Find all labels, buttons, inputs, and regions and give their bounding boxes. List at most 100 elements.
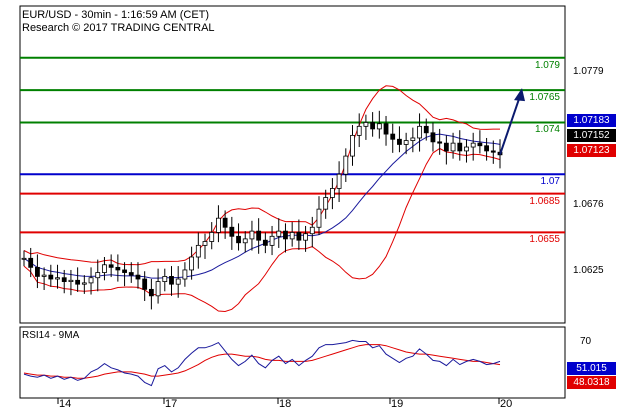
candle-body <box>417 125 422 139</box>
candle-body <box>202 241 208 246</box>
candle-body <box>115 266 121 271</box>
candle-body <box>209 232 215 242</box>
candle-body <box>276 230 282 237</box>
candle-body <box>410 137 416 141</box>
level-label: 1.074 <box>534 124 560 136</box>
candle-body <box>403 140 409 145</box>
rsi-panel-title: RSI14 - 9MA <box>22 330 80 341</box>
rsi-badge-ma: 48.0318 <box>567 376 616 389</box>
candle-body <box>390 133 396 140</box>
candle-body <box>41 274 47 277</box>
candle-body <box>343 155 349 175</box>
x-axis-label: 19 <box>391 398 404 410</box>
candle-body <box>397 138 402 145</box>
candle-body <box>162 276 168 282</box>
candle-body <box>61 277 67 282</box>
candle-body <box>323 197 329 210</box>
level-label: 1.0765 <box>529 92 560 104</box>
candle-body <box>216 217 221 233</box>
candle-body <box>75 279 81 285</box>
moving-average-line <box>23 133 501 279</box>
candle-body <box>48 274 54 280</box>
x-axis-label: 20 <box>500 398 513 410</box>
candle-body <box>376 123 382 130</box>
candle-body <box>309 226 315 235</box>
candle-body <box>329 188 335 198</box>
candle-body <box>490 150 496 153</box>
candle-body <box>370 122 376 130</box>
candle-body <box>142 278 148 290</box>
projection-arrow-line <box>499 95 521 155</box>
candle-body <box>68 279 74 282</box>
candle-body <box>457 142 463 152</box>
candle-body <box>108 264 114 268</box>
candle-body <box>95 272 101 279</box>
candle-body <box>269 235 275 246</box>
candle-body <box>350 134 355 157</box>
price-panel-frame <box>19 5 566 324</box>
price-axis-tick: 1.0625 <box>573 265 604 277</box>
candle-body <box>249 230 255 240</box>
chart-title: EUR/USD - 30min - 1:16:59 AM (CET) <box>22 9 210 21</box>
candle-body <box>35 266 40 277</box>
candle-body <box>256 230 262 241</box>
level-label: 1.079 <box>534 59 560 71</box>
level-label: 1.07 <box>540 176 560 188</box>
level-label: 1.0655 <box>529 234 560 246</box>
candle-body <box>88 277 94 284</box>
candle-body <box>182 269 188 280</box>
candle-body <box>262 239 268 246</box>
candle-body <box>356 125 362 136</box>
candle-body <box>81 282 87 285</box>
candle-body <box>450 142 456 152</box>
candle-body <box>283 230 288 240</box>
candle-body <box>430 132 436 143</box>
candle-body <box>363 122 369 127</box>
price-axis-tick: 1.0676 <box>573 199 604 211</box>
candle-body <box>28 257 34 268</box>
candle-body <box>296 232 302 241</box>
candle-body <box>189 256 195 271</box>
rsi-panel-frame <box>19 326 566 399</box>
price-axis-tick: 1.0779 <box>573 65 604 77</box>
chart-copyright: Research © 2017 TRADING CENTRAL <box>22 22 215 34</box>
candle-body <box>242 238 248 244</box>
candle-body <box>169 276 174 285</box>
rsi-ma-line <box>23 344 501 379</box>
x-axis-label: 18 <box>279 398 292 410</box>
candle-body <box>336 173 342 189</box>
candle-body <box>437 141 443 144</box>
candle-body <box>55 277 60 280</box>
level-label: 1.0685 <box>529 195 560 207</box>
price-badge-last: 1.07152 <box>567 129 616 142</box>
projection-arrow-head <box>514 88 525 102</box>
candle-body <box>316 208 322 228</box>
candle-body <box>477 142 483 147</box>
upper-band-line <box>23 85 500 266</box>
candle-body <box>102 264 107 273</box>
candle-body <box>128 272 134 276</box>
candle-body <box>236 235 241 244</box>
candle-body <box>135 274 141 280</box>
candle-body <box>484 145 489 152</box>
candle-body <box>122 269 127 273</box>
candle-body <box>464 146 469 152</box>
price-badge-upper-band: 1.07183 <box>567 114 616 127</box>
candle-body <box>303 233 308 241</box>
candle-body <box>195 244 201 258</box>
candle-body <box>289 232 295 240</box>
candle-body <box>21 257 27 260</box>
candle-body <box>229 226 235 237</box>
rsi-line <box>23 339 501 387</box>
candle-body <box>423 125 429 134</box>
candle-body <box>175 278 181 285</box>
candle-body <box>155 281 161 297</box>
candle-body <box>148 288 154 297</box>
x-axis-label: 14 <box>59 398 72 410</box>
candle-body <box>222 217 228 228</box>
candle-body <box>383 123 389 135</box>
price-badge-lower-band: 1.07123 <box>567 144 616 157</box>
candle-body <box>470 142 476 148</box>
rsi-badge-rsi: 51.015 <box>567 362 616 375</box>
